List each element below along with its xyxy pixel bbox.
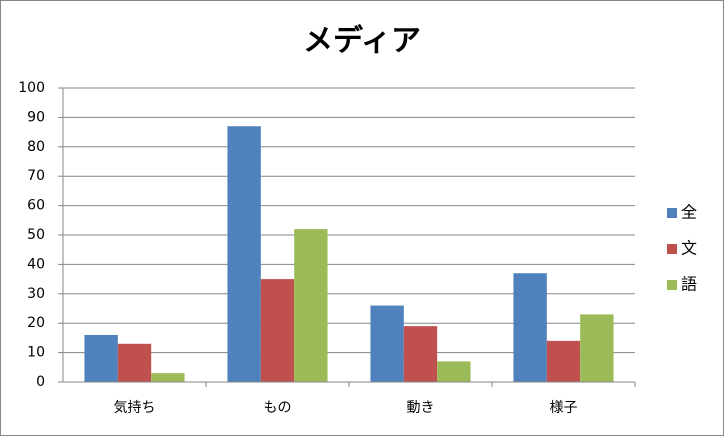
bar: [513, 273, 547, 382]
bar: [84, 334, 118, 382]
bar: [227, 126, 261, 382]
bar: [294, 229, 328, 382]
y-tick-label: 30: [27, 286, 45, 302]
bar: [546, 340, 581, 382]
y-tick-label: 0: [36, 374, 45, 390]
legend-swatch: [667, 244, 677, 254]
bar: [437, 361, 471, 382]
bar: [403, 326, 438, 382]
y-tick-label: 60: [27, 198, 45, 214]
legend-swatch: [667, 208, 677, 218]
legend-label: 文: [681, 239, 697, 258]
x-tick-label: 気持ち: [114, 400, 156, 416]
bar: [580, 314, 614, 382]
y-tick-label: 90: [27, 109, 45, 125]
x-tick-label: 様子: [550, 400, 578, 416]
bar: [151, 373, 185, 382]
bar: [117, 343, 152, 382]
y-tick-label: 20: [27, 315, 45, 331]
bar: [260, 279, 295, 382]
y-tick-label: 100: [18, 80, 45, 96]
y-tick-label: 80: [27, 139, 45, 155]
y-tick-label: 40: [27, 256, 45, 272]
x-tick-label: もの: [264, 400, 292, 416]
legend-swatch: [667, 280, 677, 290]
legend-label: 全: [681, 203, 697, 222]
y-tick-label: 70: [27, 168, 45, 184]
chart-title: メディア: [303, 24, 421, 59]
legend-label: 語: [681, 275, 697, 294]
y-tick-label: 10: [27, 345, 45, 361]
bar: [370, 305, 404, 382]
x-tick-label: 動き: [407, 400, 435, 416]
y-tick-label: 50: [27, 227, 45, 243]
